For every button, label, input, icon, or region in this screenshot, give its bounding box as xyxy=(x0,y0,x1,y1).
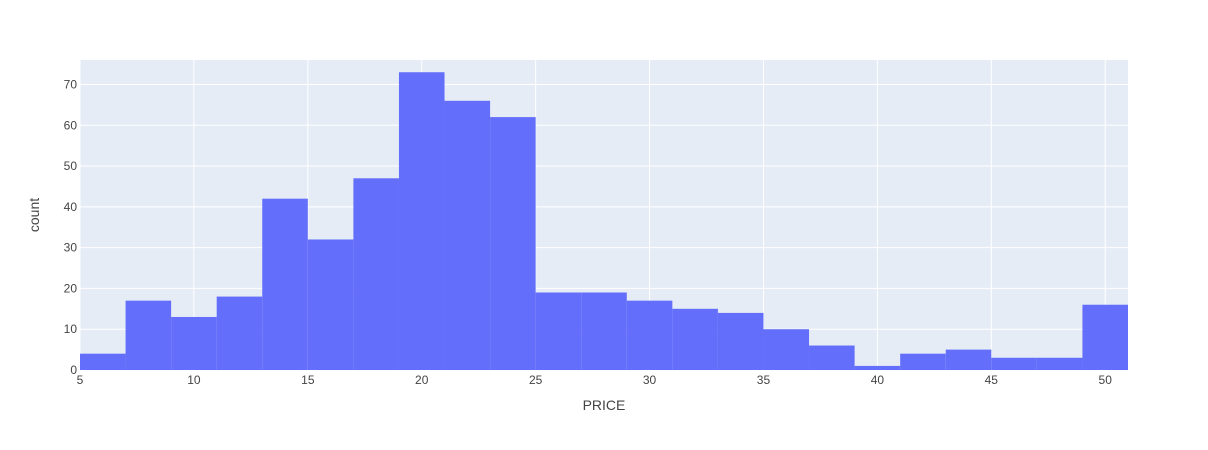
histogram-bar[interactable] xyxy=(307,239,354,370)
histogram-bar[interactable] xyxy=(262,198,308,370)
y-tick-label: 0 xyxy=(70,363,77,377)
histogram-bar[interactable] xyxy=(991,357,1037,370)
histogram-bars xyxy=(80,72,1128,371)
histogram-bar[interactable] xyxy=(444,100,491,370)
histogram-bar[interactable] xyxy=(945,349,992,370)
y-tick-label: 40 xyxy=(64,200,78,214)
y-tick-label: 20 xyxy=(64,281,78,295)
histogram-bar[interactable] xyxy=(717,312,764,370)
histogram-bar[interactable] xyxy=(125,300,172,370)
histogram-bar[interactable] xyxy=(535,292,582,371)
histogram-bar[interactable] xyxy=(626,300,673,370)
y-axis-ticks: 0 10 20 30 40 50 60 70 xyxy=(64,77,78,377)
histogram-bar[interactable] xyxy=(398,72,445,370)
x-tick-label: 35 xyxy=(757,373,771,387)
x-tick-label: 45 xyxy=(985,373,999,387)
histogram-bar[interactable] xyxy=(763,329,810,370)
x-tick-label: 25 xyxy=(529,373,543,387)
x-tick-label: 20 xyxy=(415,373,429,387)
histogram-bar[interactable] xyxy=(80,353,126,370)
y-tick-label: 30 xyxy=(64,241,78,255)
y-tick-label: 70 xyxy=(64,77,78,91)
x-tick-label: 50 xyxy=(1099,373,1113,387)
x-tick-label: 5 xyxy=(77,373,84,387)
x-axis-title: PRICE xyxy=(583,397,626,413)
y-tick-label: 10 xyxy=(64,322,78,336)
histogram-bar[interactable] xyxy=(490,117,536,371)
histogram-bar[interactable] xyxy=(672,308,718,370)
x-tick-label: 15 xyxy=(301,373,315,387)
histogram-bar[interactable] xyxy=(900,353,946,370)
histogram-bar[interactable] xyxy=(353,178,399,370)
histogram-bar[interactable] xyxy=(581,292,627,371)
x-tick-label: 10 xyxy=(187,373,201,387)
histogram-bar[interactable] xyxy=(171,316,217,370)
y-tick-label: 60 xyxy=(64,118,78,132)
histogram-bar[interactable] xyxy=(1082,304,1128,370)
histogram-bar[interactable] xyxy=(809,345,855,370)
histogram-bar[interactable] xyxy=(854,365,901,370)
y-axis-title: count xyxy=(26,198,42,232)
x-tick-label: 40 xyxy=(871,373,885,387)
y-tick-label: 50 xyxy=(64,159,78,173)
x-axis-ticks: 5 10 15 20 25 30 35 40 45 50 xyxy=(77,373,1113,387)
histogram-bar[interactable] xyxy=(1036,357,1083,370)
histogram-bar[interactable] xyxy=(216,296,263,370)
x-tick-label: 30 xyxy=(643,373,657,387)
